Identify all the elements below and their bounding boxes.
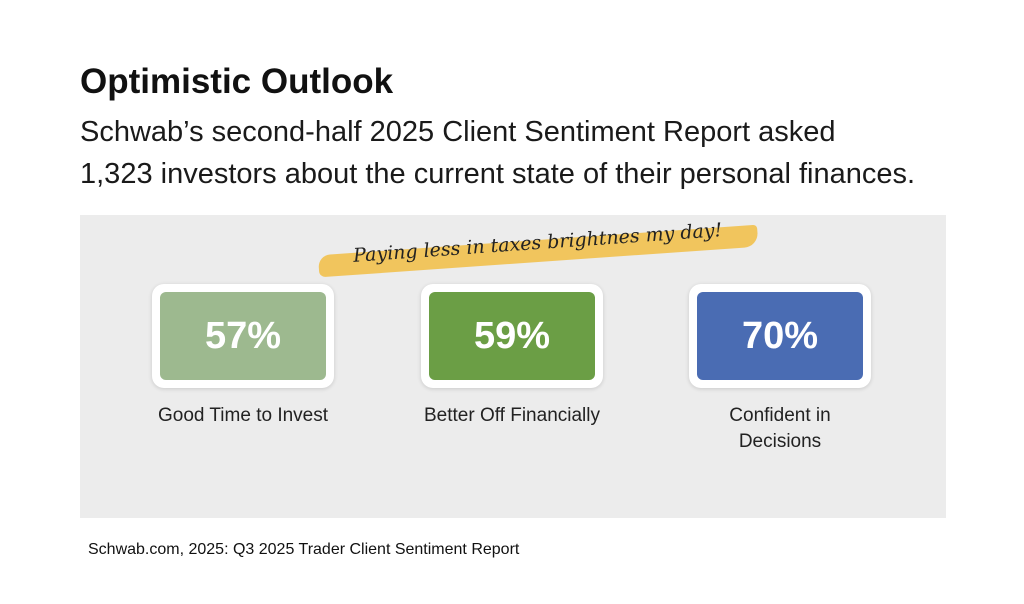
stat-label: Confident in Decisions <box>729 405 831 452</box>
subtitle-line: Schwab’s second-half 2025 Client Sentime… <box>80 116 836 148</box>
source-note: Schwab.com, 2025: Q3 2025 Trader Client … <box>88 541 520 558</box>
stat-label: Good Time to Invest <box>157 405 329 426</box>
stat-value: 57% <box>160 292 326 380</box>
stat-card: 59% <box>421 284 603 388</box>
stat-card: 70% <box>689 284 871 388</box>
stat-card: 57% <box>152 284 334 388</box>
stat-label: Better Off Financially <box>423 405 600 426</box>
stat-value: 70% <box>697 292 863 380</box>
stat-value: 59% <box>429 292 595 380</box>
title: Optimistic Outlook <box>80 62 394 101</box>
subtitle-line: 1,323 investors about the current state … <box>80 158 916 190</box>
